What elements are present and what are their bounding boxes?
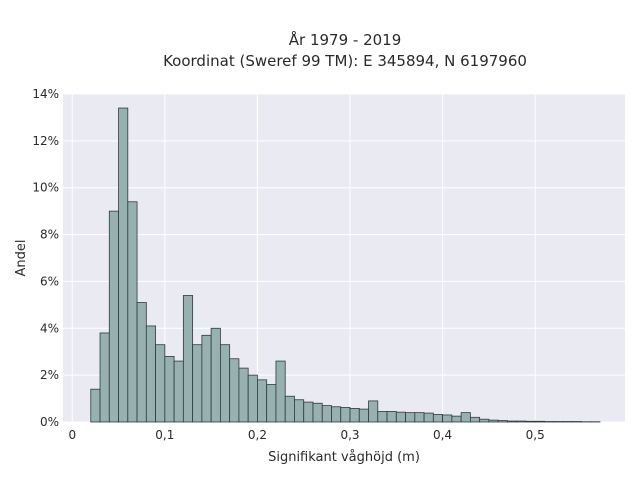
- histogram-bar: [229, 358, 240, 423]
- histogram-bar: [488, 419, 499, 423]
- histogram-bar: [192, 344, 203, 423]
- histogram-bar: [136, 302, 147, 423]
- histogram-bar: [210, 327, 221, 423]
- histogram-bar: [321, 405, 332, 423]
- histogram-bar: [303, 401, 314, 423]
- histogram-bar: [442, 414, 453, 423]
- histogram-bar: [108, 210, 119, 423]
- y-tick-labels: 0% 2% 4% 6% 8% 10% 12% 14%: [32, 87, 59, 429]
- histogram-bar: [145, 325, 156, 423]
- histogram-bar: [395, 411, 406, 423]
- histogram-bar: [534, 420, 545, 423]
- x-tick-label: 0,1: [155, 428, 174, 442]
- y-tick-label: 12%: [32, 134, 59, 148]
- histogram-bar: [377, 411, 388, 423]
- y-tick-label: 4%: [40, 321, 59, 335]
- x-axis-label: Signifikant våghöjd (m): [268, 450, 420, 465]
- histogram-bar: [201, 334, 212, 423]
- y-tick-label: 8%: [40, 228, 59, 242]
- x-tick-labels: 0 0,1 0,2 0,3 0,4 0,5: [68, 428, 544, 442]
- bars: [90, 107, 601, 423]
- histogram-bar: [349, 408, 360, 423]
- histogram-bar: [451, 415, 462, 423]
- histogram-bar: [99, 332, 110, 423]
- y-tick-label: 0%: [40, 415, 59, 429]
- histogram-bar: [238, 367, 249, 423]
- histogram-bar: [284, 395, 295, 423]
- histogram-bar: [479, 418, 490, 423]
- y-tick-label: 10%: [32, 181, 59, 195]
- y-tick-label: 2%: [40, 368, 59, 382]
- histogram-bar: [257, 379, 268, 423]
- histogram-bar: [90, 388, 101, 423]
- histogram-bar: [358, 408, 369, 423]
- histogram-bar: [432, 414, 444, 423]
- histogram-bar: [331, 406, 342, 423]
- histogram-bar: [469, 416, 481, 423]
- histogram-bar: [460, 412, 471, 423]
- histogram-bar: [275, 360, 286, 423]
- x-tick-label: 0,3: [340, 428, 359, 442]
- histogram-bar: [386, 411, 397, 423]
- histogram-bar: [312, 402, 323, 423]
- x-tick-label: 0: [68, 428, 76, 442]
- histogram-bar: [497, 420, 508, 423]
- histogram-bar: [219, 344, 231, 423]
- histogram-bar: [118, 107, 129, 423]
- y-tick-label: 6%: [40, 274, 59, 288]
- histogram-bar: [414, 412, 425, 423]
- x-tick-label: 0,5: [526, 428, 545, 442]
- x-tick-label: 0,4: [433, 428, 452, 442]
- histogram-bar: [368, 400, 379, 423]
- y-axis-label: Andel: [14, 240, 29, 277]
- histogram-bar: [507, 420, 518, 423]
- histogram-bar: [164, 355, 175, 423]
- histogram-bar: [516, 420, 527, 423]
- y-tick-label: 14%: [32, 87, 59, 101]
- histogram-bar: [173, 360, 184, 423]
- chart-title-line-1: År 1979 - 2019: [289, 30, 402, 49]
- chart-title-line-2: Koordinat (Sweref 99 TM): E 345894, N 61…: [163, 52, 527, 70]
- histogram-bar: [423, 412, 434, 423]
- x-tick-label: 0,2: [248, 428, 267, 442]
- histogram-bar: [247, 374, 258, 423]
- histogram-bar: [294, 399, 305, 423]
- histogram-bar: [127, 201, 138, 423]
- histogram-bar: [266, 384, 277, 423]
- histogram-bar: [525, 420, 536, 423]
- histogram-bar: [182, 295, 194, 423]
- histogram-bar: [155, 344, 166, 423]
- histogram-bar: [340, 407, 351, 423]
- histogram-bar: [405, 412, 416, 423]
